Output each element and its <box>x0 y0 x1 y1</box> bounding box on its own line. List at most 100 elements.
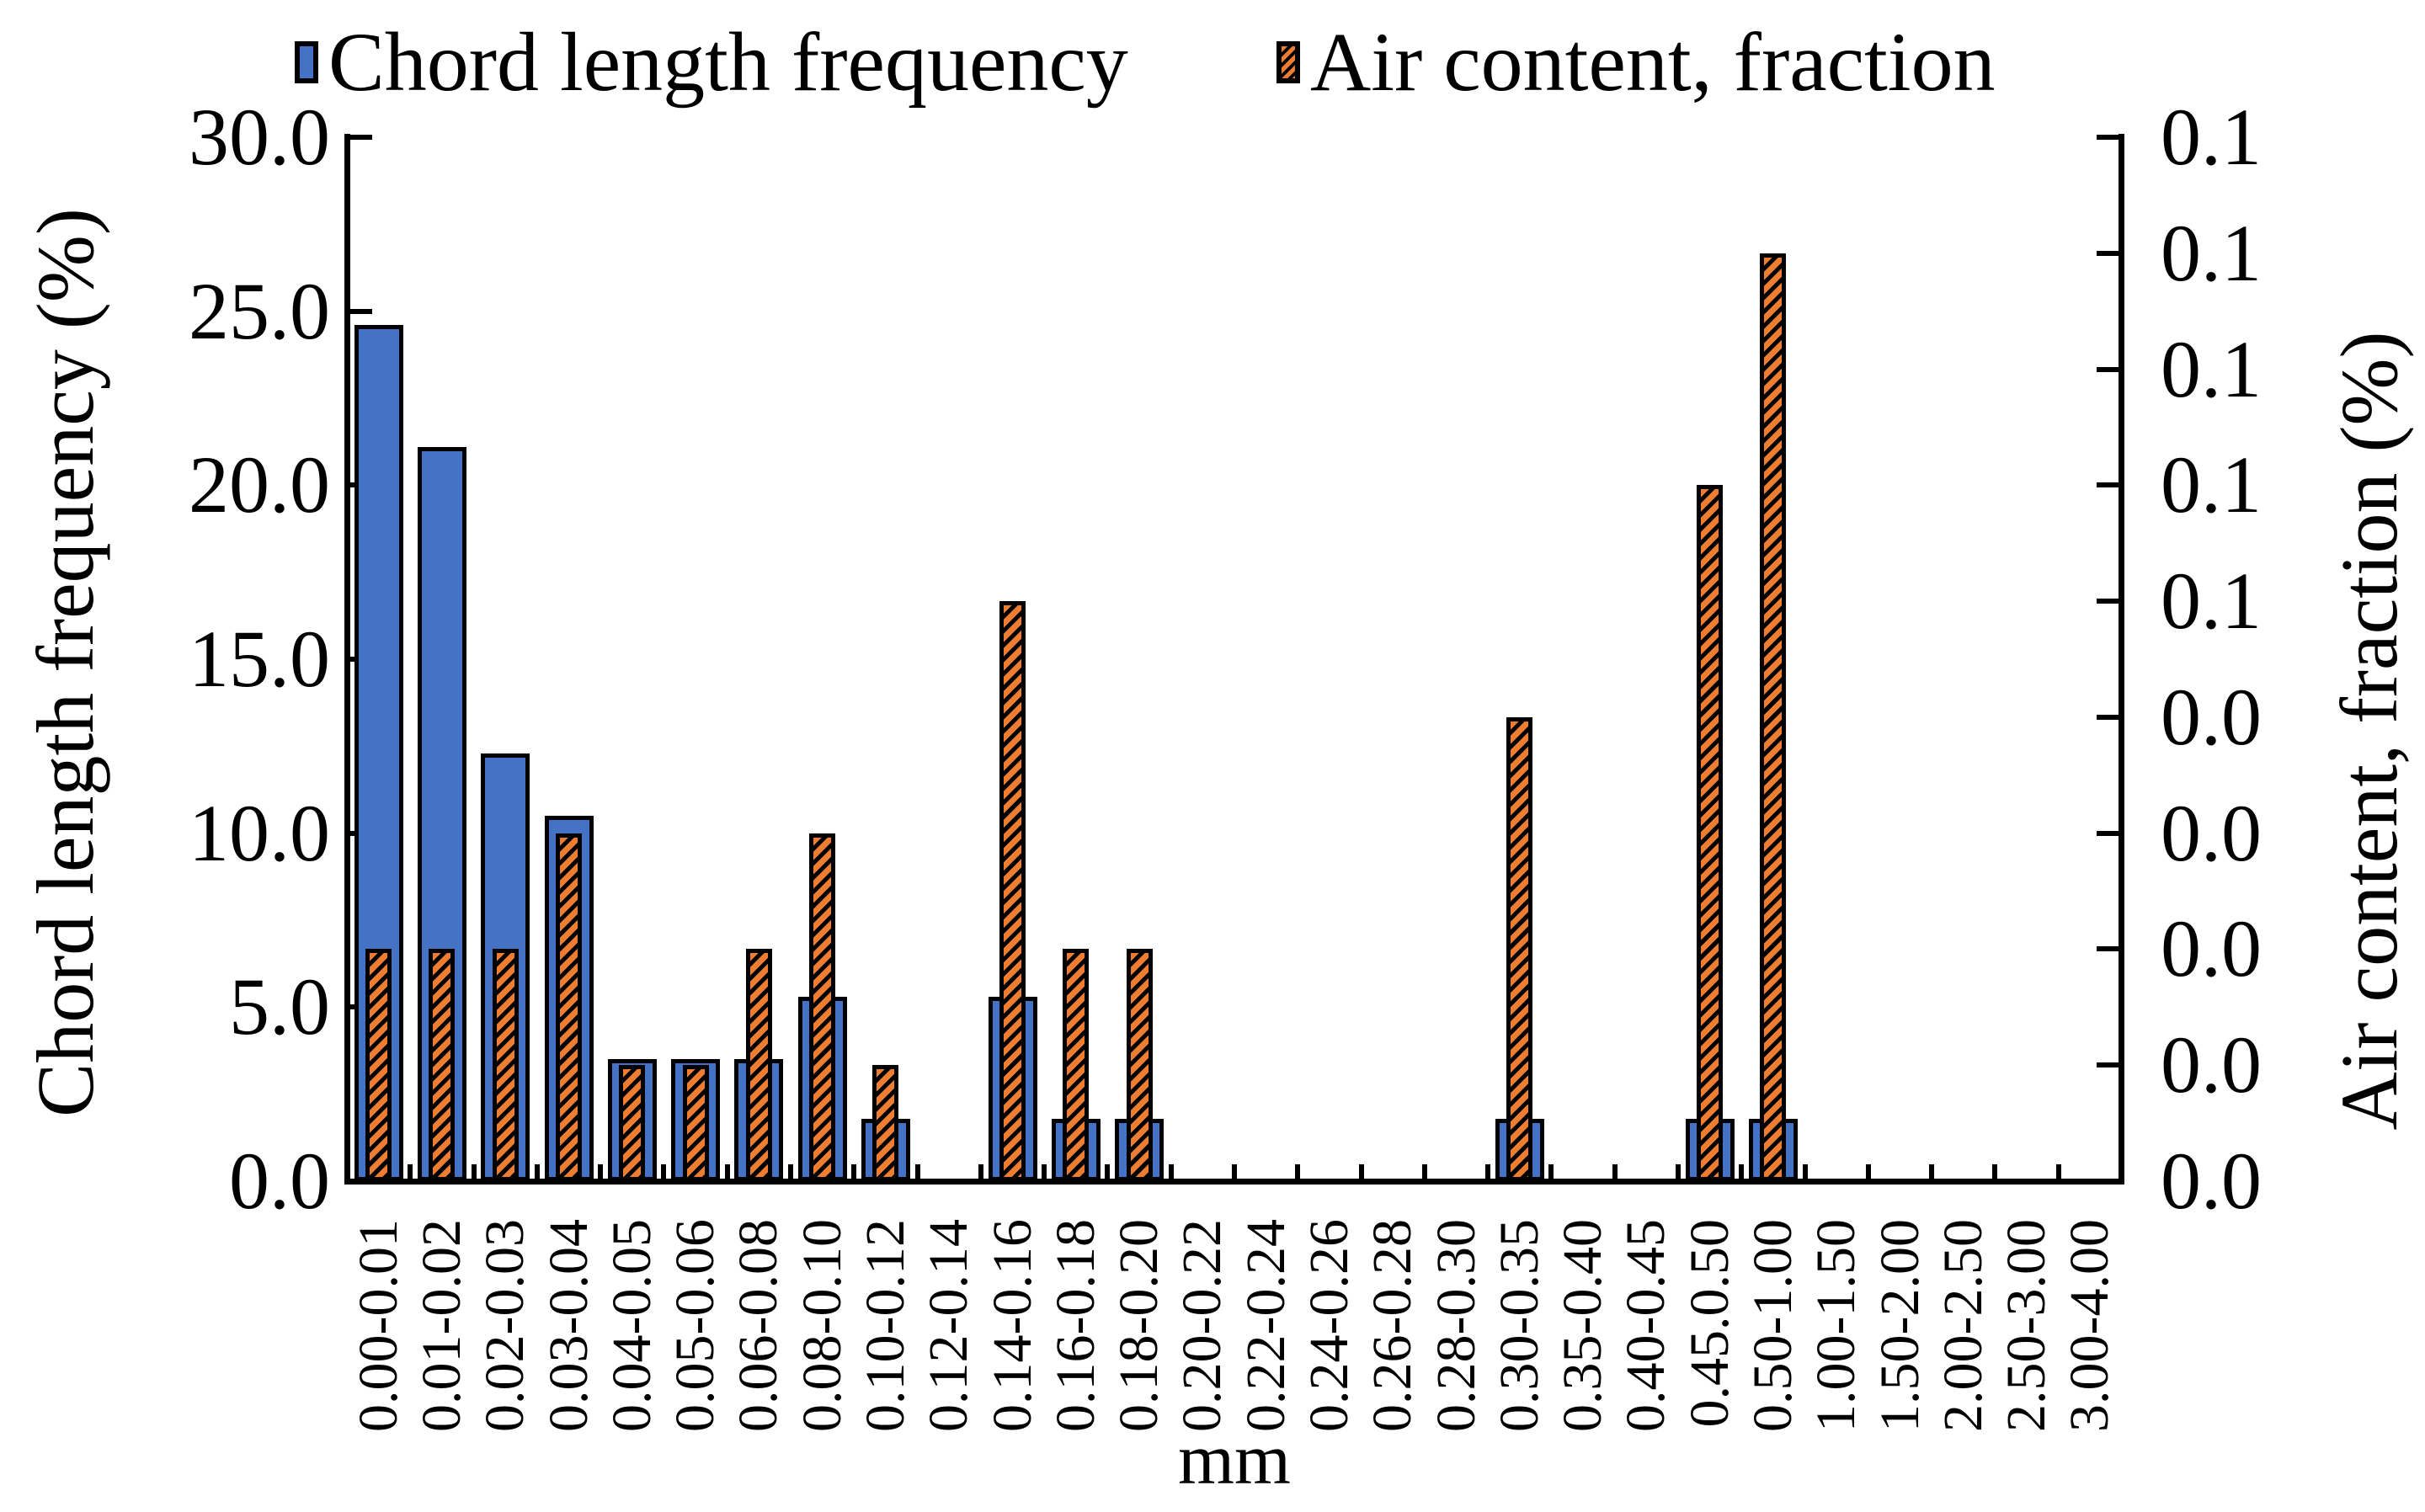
left-y-axis-line <box>344 134 350 1185</box>
x-axis-tick-mark <box>1295 1164 1301 1181</box>
left-axis-tick-label: 5.0 <box>229 961 330 1052</box>
x-axis-tick-mark <box>1042 1164 1047 1181</box>
x-axis-title: mm <box>1178 1419 1291 1499</box>
right-axis-tick-mark <box>2097 366 2119 372</box>
bar-air-content-fraction <box>999 601 1026 1181</box>
x-axis-category-label: 0.45.0.50 <box>1678 1219 1740 1428</box>
bar-air-content-fraction <box>619 1065 646 1181</box>
right-axis-tick-mark <box>2097 599 2119 604</box>
right-axis-tick-mark <box>2097 830 2119 836</box>
legend-label-chord: Chord length frequency <box>328 15 1128 109</box>
x-axis-tick-mark <box>788 1164 793 1181</box>
x-axis-category-label: 0.06-0.08 <box>728 1219 790 1432</box>
left-axis-tick-label: 0.0 <box>229 1136 330 1226</box>
x-axis-category-label: 3.00-4.00 <box>2059 1219 2121 1432</box>
x-axis-line <box>344 1179 2124 1185</box>
x-axis-tick-mark <box>1485 1164 1491 1181</box>
left-axis-tick-label: 10.0 <box>189 787 330 878</box>
right-axis-tick-label: 0.1 <box>2161 323 2262 414</box>
right-axis-tick-mark <box>2097 1062 2119 1068</box>
left-axis-tick-label: 25.0 <box>189 265 330 356</box>
x-axis-tick-mark <box>408 1164 413 1181</box>
right-y-axis-line <box>2119 134 2124 1185</box>
x-axis-category-label: 0.26-0.28 <box>1362 1219 1424 1432</box>
x-axis-tick-mark <box>1421 1164 1427 1181</box>
left-axis-tick-mark <box>350 308 372 314</box>
x-axis-tick-mark <box>1105 1164 1111 1181</box>
bar-air-content-fraction <box>492 949 519 1181</box>
bar-air-content-fraction <box>1506 716 1533 1181</box>
bar-air-content-fraction <box>872 1065 899 1181</box>
air-series-swatch-icon <box>1276 41 1300 83</box>
x-axis-category-label: 1.50-2.00 <box>1868 1219 1931 1432</box>
bar-air-content-fraction <box>809 833 836 1181</box>
x-axis-tick-mark <box>2055 1164 2061 1181</box>
x-axis-category-label: 0.28-0.30 <box>1425 1219 1487 1432</box>
left-axis-tick-label: 30.0 <box>189 92 330 182</box>
bar-air-content-fraction <box>1760 253 1787 1181</box>
x-axis-category-label: 0.01-0.02 <box>410 1219 472 1432</box>
x-axis-category-label: 0.02-0.03 <box>474 1219 536 1432</box>
chord-series-swatch-icon <box>295 41 318 83</box>
legend-label-air: Air content, fraction <box>1310 15 1996 109</box>
x-axis-tick-mark <box>914 1164 920 1181</box>
x-axis-category-label: 1.00-1.50 <box>1805 1219 1868 1432</box>
x-axis-tick-mark <box>1232 1164 1237 1181</box>
legend-item-air: Air content, fraction <box>1276 15 1996 109</box>
x-axis-tick-mark <box>724 1164 730 1181</box>
bar-air-content-fraction <box>1063 949 1090 1181</box>
x-axis-tick-mark <box>1929 1164 1935 1181</box>
right-axis-tick-label: 0.0 <box>2161 671 2262 762</box>
right-axis-tick-mark <box>2097 946 2119 952</box>
bar-air-content-fraction <box>1697 485 1724 1181</box>
x-axis-tick-mark <box>1739 1164 1745 1181</box>
x-axis-category-label: 0.16-0.18 <box>1044 1219 1106 1432</box>
right-axis-tick-label: 0.0 <box>2161 1020 2262 1110</box>
bar-air-content-fraction <box>429 949 456 1181</box>
legend-item-chord: Chord length frequency <box>295 15 1128 109</box>
right-axis-tick-label: 0.1 <box>2161 207 2262 298</box>
x-axis-tick-mark <box>1168 1164 1174 1181</box>
right-axis-tick-label: 0.0 <box>2161 903 2262 994</box>
x-axis-tick-mark <box>1676 1164 1681 1181</box>
x-axis-tick-mark <box>978 1164 983 1181</box>
bar-air-content-fraction <box>365 949 392 1181</box>
right-axis-tick-label: 0.1 <box>2161 92 2262 182</box>
x-axis-category-label: 0.20-0.22 <box>1171 1219 1234 1432</box>
bar-air-content-fraction <box>682 1065 709 1181</box>
x-axis-category-label: 0.03-0.04 <box>537 1219 600 1432</box>
x-axis-category-label: 0.50-1.00 <box>1741 1219 1804 1432</box>
x-axis-tick-mark <box>534 1164 540 1181</box>
right-axis-tick-mark <box>2097 714 2119 720</box>
x-axis-tick-mark <box>1612 1164 1618 1181</box>
x-axis-tick-mark <box>1358 1164 1364 1181</box>
right-axis-tick-mark <box>2097 135 2119 140</box>
right-axis-tick-label: 0.1 <box>2161 439 2262 530</box>
x-axis-category-label: 0.05-0.06 <box>664 1219 727 1432</box>
x-axis-tick-mark <box>1992 1164 1998 1181</box>
x-axis-category-label: 2.50-3.00 <box>1996 1219 2058 1432</box>
bar-air-content-fraction <box>745 949 772 1181</box>
bar-air-content-fraction <box>556 833 582 1181</box>
x-axis-category-label: 0.14-0.16 <box>981 1219 1043 1432</box>
x-axis-category-label: 0.35-0.40 <box>1552 1219 1614 1432</box>
left-axis-tick-label: 20.0 <box>189 439 330 530</box>
x-axis-tick-mark <box>598 1164 604 1181</box>
right-axis-tick-mark <box>2097 482 2119 488</box>
x-axis-tick-mark <box>1865 1164 1871 1181</box>
x-axis-category-label: 0.24-0.26 <box>1298 1219 1360 1432</box>
left-axis-tick-label: 15.0 <box>189 614 330 704</box>
right-axis-tick-label: 0.1 <box>2161 556 2262 647</box>
x-axis-category-label: 2.00-2.50 <box>1932 1219 1994 1432</box>
x-axis-tick-mark <box>1548 1164 1554 1181</box>
x-axis-category-label: 0.08-0.10 <box>791 1219 853 1432</box>
x-axis-tick-mark <box>1802 1164 1808 1181</box>
right-axis-tick-label: 0.0 <box>2161 787 2262 878</box>
x-axis-category-label: 0.40-0.45 <box>1615 1219 1677 1432</box>
right-axis-tick-mark <box>2097 250 2119 256</box>
x-axis-tick-mark <box>661 1164 667 1181</box>
x-axis-category-label: 0.04-0.05 <box>600 1219 663 1432</box>
x-axis-category-label: 0.22-0.24 <box>1234 1219 1297 1432</box>
x-axis-category-label: 0.12-0.14 <box>918 1219 980 1432</box>
x-axis-tick-mark <box>471 1164 477 1181</box>
